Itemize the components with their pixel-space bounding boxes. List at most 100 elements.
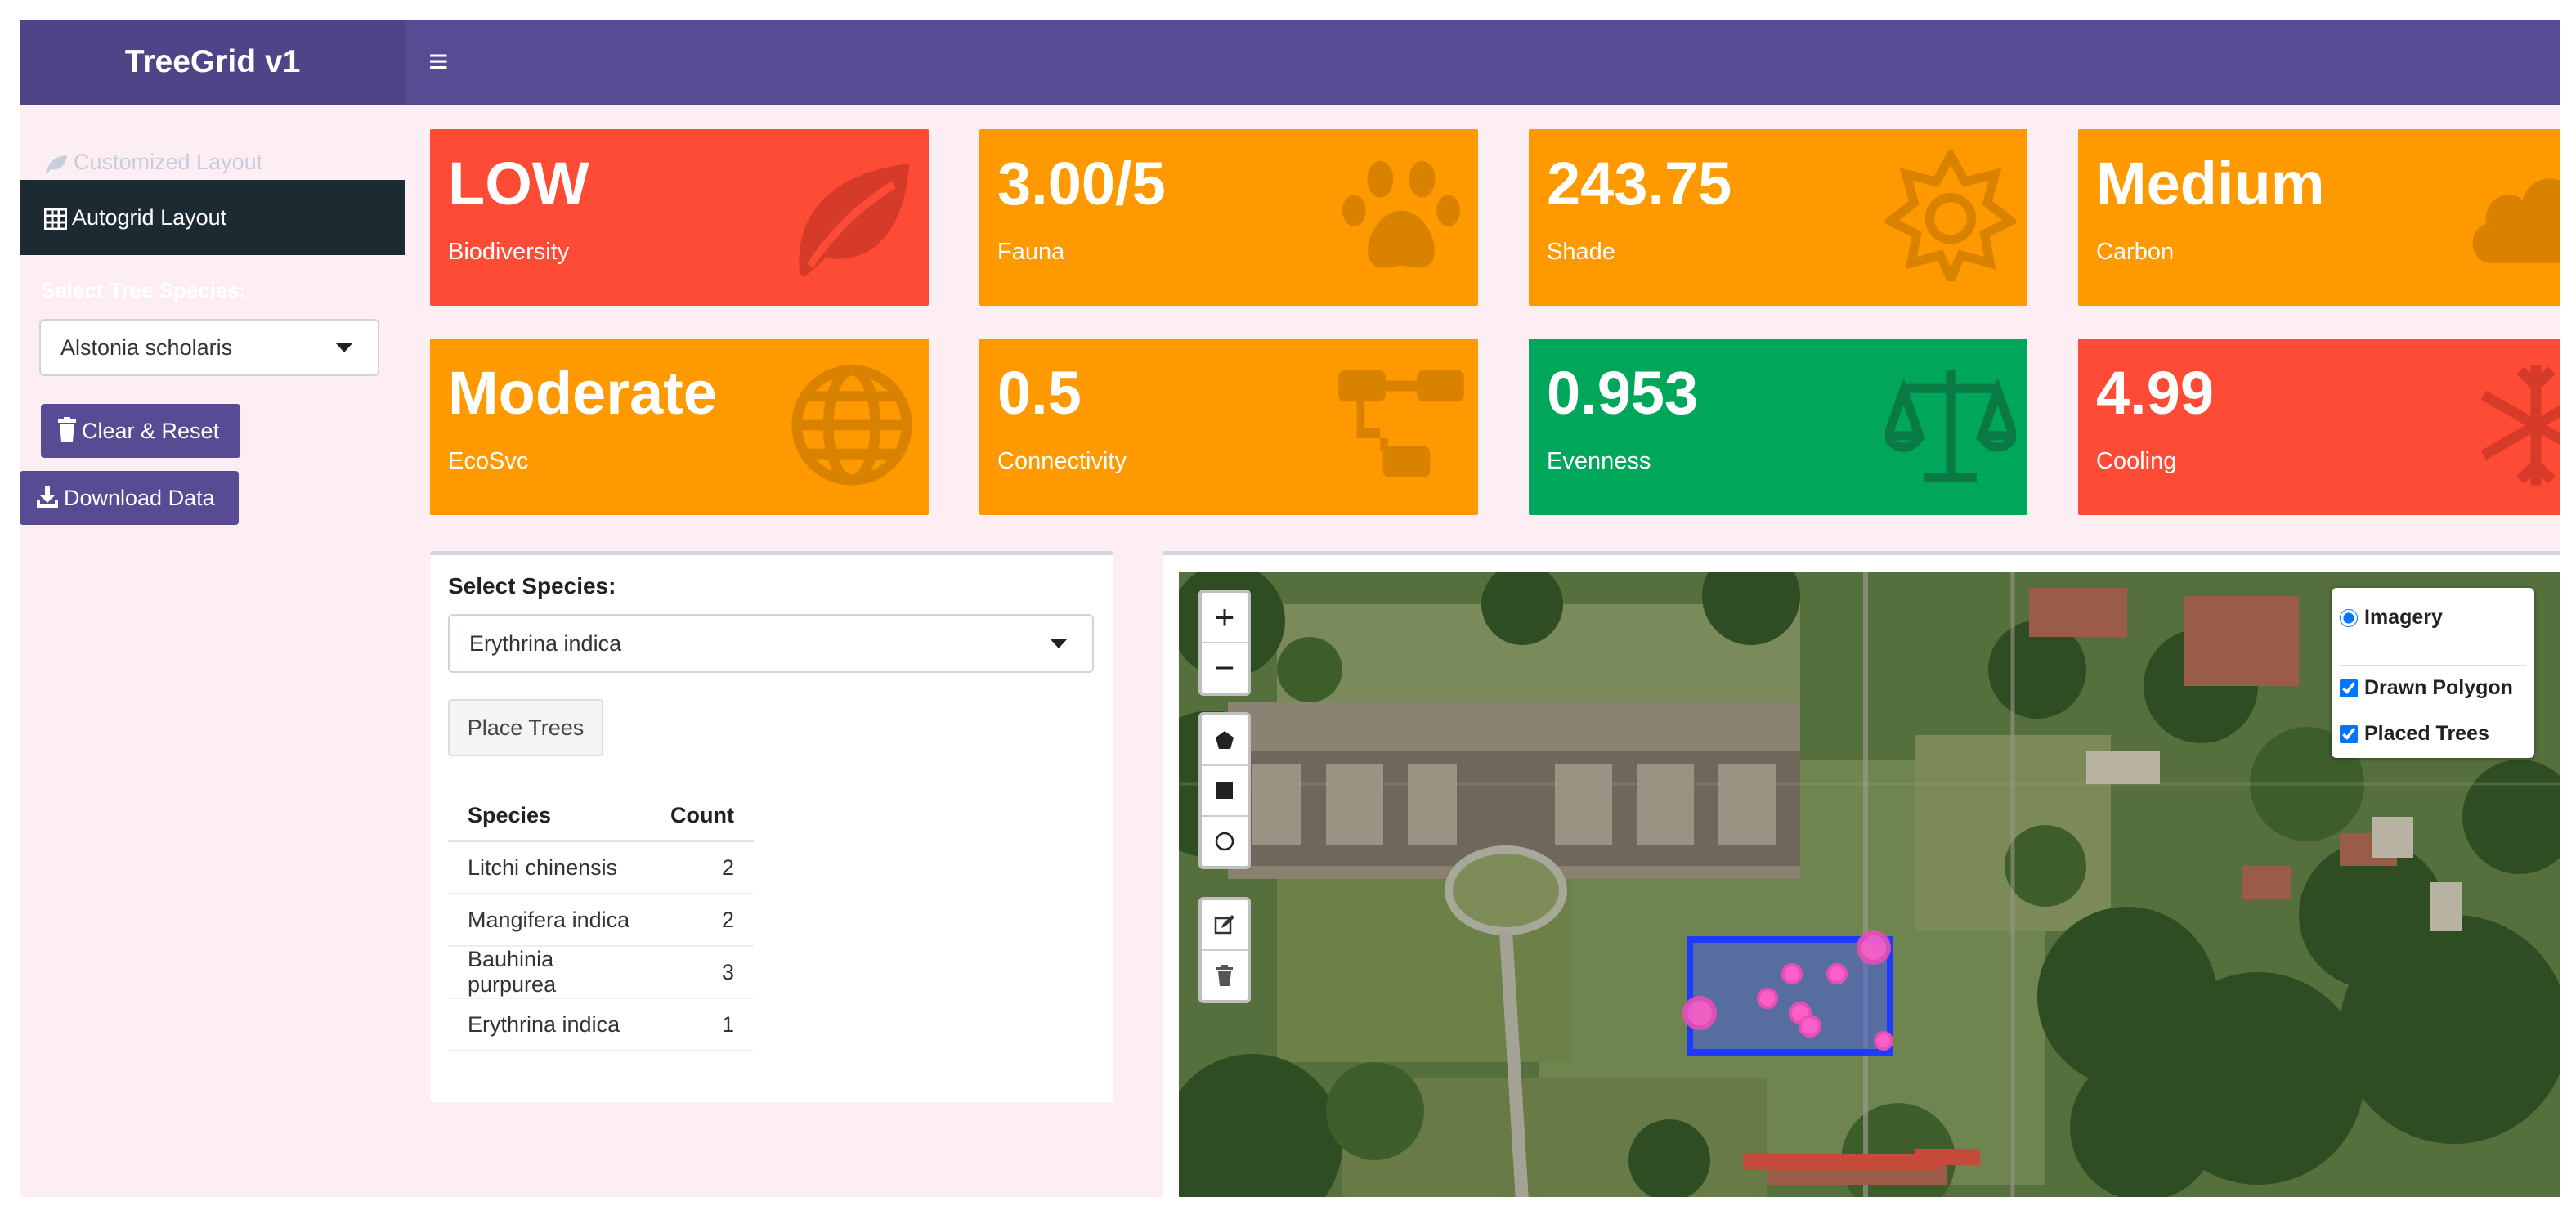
card-value: 4.99 — [2096, 359, 2215, 427]
zoom-in-button[interactable]: + — [1202, 593, 1248, 643]
count-cell: 2 — [651, 894, 754, 947]
balance-scale-icon — [1885, 370, 2016, 482]
card-value: 0.5 — [997, 359, 1082, 427]
clear-reset-button[interactable]: Clear & Reset — [41, 404, 240, 458]
zoom-out-button[interactable]: − — [1214, 648, 1235, 687]
species-cell: Erythrina indica — [448, 998, 651, 1051]
sidebar-item-label: Customized Layout — [74, 150, 263, 174]
circle-icon — [1215, 832, 1234, 851]
count-cell: 2 — [651, 841, 754, 894]
species-cell: Bauhinia purpurea — [448, 946, 651, 999]
card-label: EcoSvc — [448, 448, 529, 474]
species-cell: Litchi chinensis — [448, 841, 651, 894]
ecosvc-card: Moderate EcoSvc — [430, 339, 929, 515]
card-value: 243.75 — [1547, 150, 1732, 217]
tree-species-label: Select Tree Species: — [41, 278, 247, 303]
app-root: TreeGrid v1 ≡ Customized Layout Autogrid… — [20, 20, 2560, 1197]
sun-icon — [1885, 150, 2016, 281]
placed-trees-label: Placed Trees — [2364, 722, 2489, 745]
count-column-header: Count — [651, 791, 754, 842]
card-value: Moderate — [448, 359, 717, 427]
zoom-control: + − — [1198, 590, 1251, 696]
leaf-icon — [46, 155, 67, 173]
map-panel: + − Imagery Drawn Polygon Placed Trees — [1163, 551, 2560, 1197]
card-value: Medium — [2096, 150, 2325, 217]
table-row: Litchi chinensis 2 — [448, 841, 754, 894]
layer-control: Imagery Drawn Polygon Placed Trees — [2332, 588, 2534, 758]
placed-trees-checkbox[interactable] — [2340, 725, 2358, 743]
draw-circle-button[interactable] — [1202, 817, 1248, 866]
tree-marker — [1874, 1031, 1893, 1051]
edit-toolbar — [1198, 897, 1251, 1003]
connectivity-card: 0.5 Connectivity — [979, 339, 1478, 515]
paw-icon — [1342, 160, 1460, 268]
delete-layers-button[interactable] — [1202, 951, 1248, 1000]
table-icon — [43, 208, 68, 231]
download-data-label: Download Data — [64, 486, 215, 510]
table-row: Mangifera indica 2 — [448, 894, 754, 947]
polygon-icon — [1216, 731, 1234, 749]
imagery-radio[interactable] — [2340, 609, 2358, 627]
card-label: Carbon — [2096, 239, 2175, 265]
select-species-label: Select Species: — [448, 573, 616, 599]
species-select-value: Erythrina indica — [469, 631, 622, 656]
leaf-icon — [799, 164, 910, 276]
snowflake-icon — [2480, 365, 2560, 486]
species-panel: Select Species: Erythrina indica Place T… — [430, 551, 1113, 1102]
sidebar-item-autogrid-layout[interactable]: Autogrid Layout — [20, 180, 405, 255]
clear-reset-label: Clear & Reset — [82, 419, 220, 443]
placed-trees-layer-option[interactable]: Placed Trees — [2340, 719, 2489, 748]
count-cell: 3 — [651, 946, 754, 999]
sidebar-item-label: Autogrid Layout — [72, 205, 227, 230]
drawn-polygon[interactable] — [1687, 936, 1893, 1056]
tree-marker — [1826, 963, 1848, 984]
layer-divider — [2340, 665, 2526, 666]
chevron-down-icon — [1050, 639, 1068, 648]
draw-toolbar — [1198, 712, 1251, 869]
tree-marker — [1857, 930, 1891, 965]
place-trees-button[interactable]: Place Trees — [448, 699, 603, 756]
table-row: Bauhinia purpurea 3 — [448, 946, 754, 999]
count-cell: 1 — [651, 998, 754, 1051]
carbon-card: Medium Carbon — [2078, 129, 2560, 306]
chevron-down-icon — [335, 343, 353, 352]
card-label: Biodiversity — [448, 239, 570, 265]
card-value: 0.953 — [1547, 359, 1699, 427]
download-icon — [37, 486, 58, 508]
card-value: LOW — [448, 150, 589, 217]
edit-layers-button[interactable] — [1202, 900, 1248, 951]
draw-polygon-button[interactable] — [1202, 715, 1248, 766]
species-select[interactable]: Erythrina indica — [448, 614, 1094, 673]
tree-marker — [1799, 1015, 1821, 1038]
table-header-row: Species Count — [448, 791, 754, 842]
species-cell: Mangifera indica — [448, 894, 651, 947]
drawn-polygon-checkbox[interactable] — [2340, 679, 2358, 697]
cloud-icon — [2472, 178, 2560, 263]
card-value: 3.00/5 — [997, 150, 1166, 217]
evenness-card: 0.953 Evenness — [1529, 339, 2027, 515]
tree-marker — [1682, 996, 1717, 1030]
species-count-table: Species Count Litchi chinensis 2 Mangife… — [448, 791, 754, 1051]
trash-icon — [1216, 965, 1233, 986]
download-data-button[interactable]: Download Data — [20, 471, 239, 525]
imagery-layer-option[interactable]: Imagery — [2340, 603, 2443, 632]
cooling-card: 4.99 Cooling — [2078, 339, 2560, 515]
menu-toggle-icon[interactable]: ≡ — [428, 42, 449, 80]
satellite-map[interactable]: + − Imagery Drawn Polygon Placed Trees — [1179, 572, 2560, 1197]
trash-icon — [58, 417, 76, 442]
top-header: TreeGrid v1 ≡ — [20, 20, 2560, 105]
card-label: Evenness — [1547, 448, 1651, 474]
tree-species-select[interactable]: Alstonia scholaris — [39, 319, 379, 376]
imagery-label: Imagery — [2364, 606, 2443, 629]
fauna-card: 3.00/5 Fauna — [979, 129, 1478, 306]
drawn-polygon-layer-option[interactable]: Drawn Polygon — [2340, 673, 2513, 702]
tree-marker — [1781, 963, 1803, 984]
draw-rectangle-button[interactable] — [1202, 766, 1248, 817]
drawn-polygon-label: Drawn Polygon — [2364, 676, 2513, 699]
satellite-imagery — [1179, 572, 2560, 1197]
card-label: Connectivity — [997, 448, 1127, 474]
app-title: TreeGrid v1 — [20, 20, 405, 105]
placed-tree-markers[interactable] — [1682, 930, 1893, 1051]
card-label: Cooling — [2096, 448, 2177, 474]
sidebar-item-customized-layout[interactable]: Customized Layout — [20, 124, 405, 200]
